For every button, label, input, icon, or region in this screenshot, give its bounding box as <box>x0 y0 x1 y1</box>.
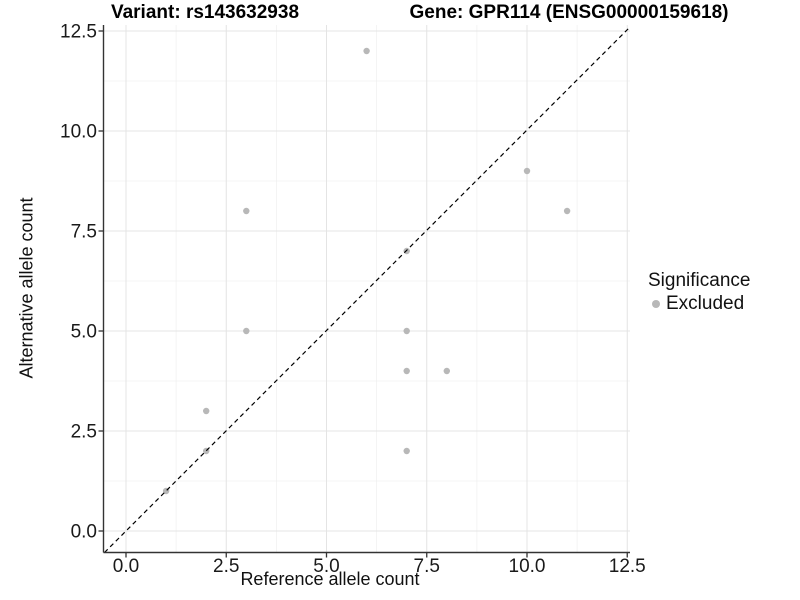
data-point <box>363 47 370 55</box>
x-tick-label: 5.0 <box>313 556 339 577</box>
x-tick-label: 0.0 <box>113 556 139 577</box>
y-tick-label: 10.0 <box>60 122 97 143</box>
legend: Significance Excluded <box>646 270 750 315</box>
y-tick-label: 7.5 <box>71 222 97 243</box>
data-point <box>403 327 410 335</box>
x-axis-title: Reference allele count <box>240 569 420 589</box>
data-point <box>203 407 210 415</box>
y-tick-label: 0.0 <box>71 522 97 543</box>
data-point <box>523 167 531 175</box>
plot-title-variant: Variant: rs143632938 <box>110 2 300 23</box>
plot-title-gene: Gene: GPR114 (ENSG00000159618) <box>409 2 729 23</box>
x-tick-label: 7.5 <box>414 556 440 577</box>
y-tick-label: 5.0 <box>71 322 97 343</box>
data-point <box>403 367 410 375</box>
x-tick-label: 2.5 <box>213 556 239 577</box>
x-tick-label: 12.5 <box>609 556 646 577</box>
y-axis-title: Alternative allele count <box>16 197 37 379</box>
x-tick-label: 10.0 <box>509 556 546 577</box>
y-tick-label: 2.5 <box>71 422 97 443</box>
data-point <box>403 447 410 455</box>
y-tick-label: 12.5 <box>60 22 97 43</box>
data-point <box>243 327 250 335</box>
data-point <box>563 207 571 215</box>
legend-marker-excluded-icon <box>652 300 660 308</box>
identity-line <box>104 26 631 553</box>
data-point <box>443 367 450 375</box>
legend-entry-excluded: Excluded <box>652 293 750 315</box>
legend-entry-label: Excluded <box>666 293 745 314</box>
data-point <box>243 207 250 215</box>
legend-title: Significance <box>648 270 751 291</box>
